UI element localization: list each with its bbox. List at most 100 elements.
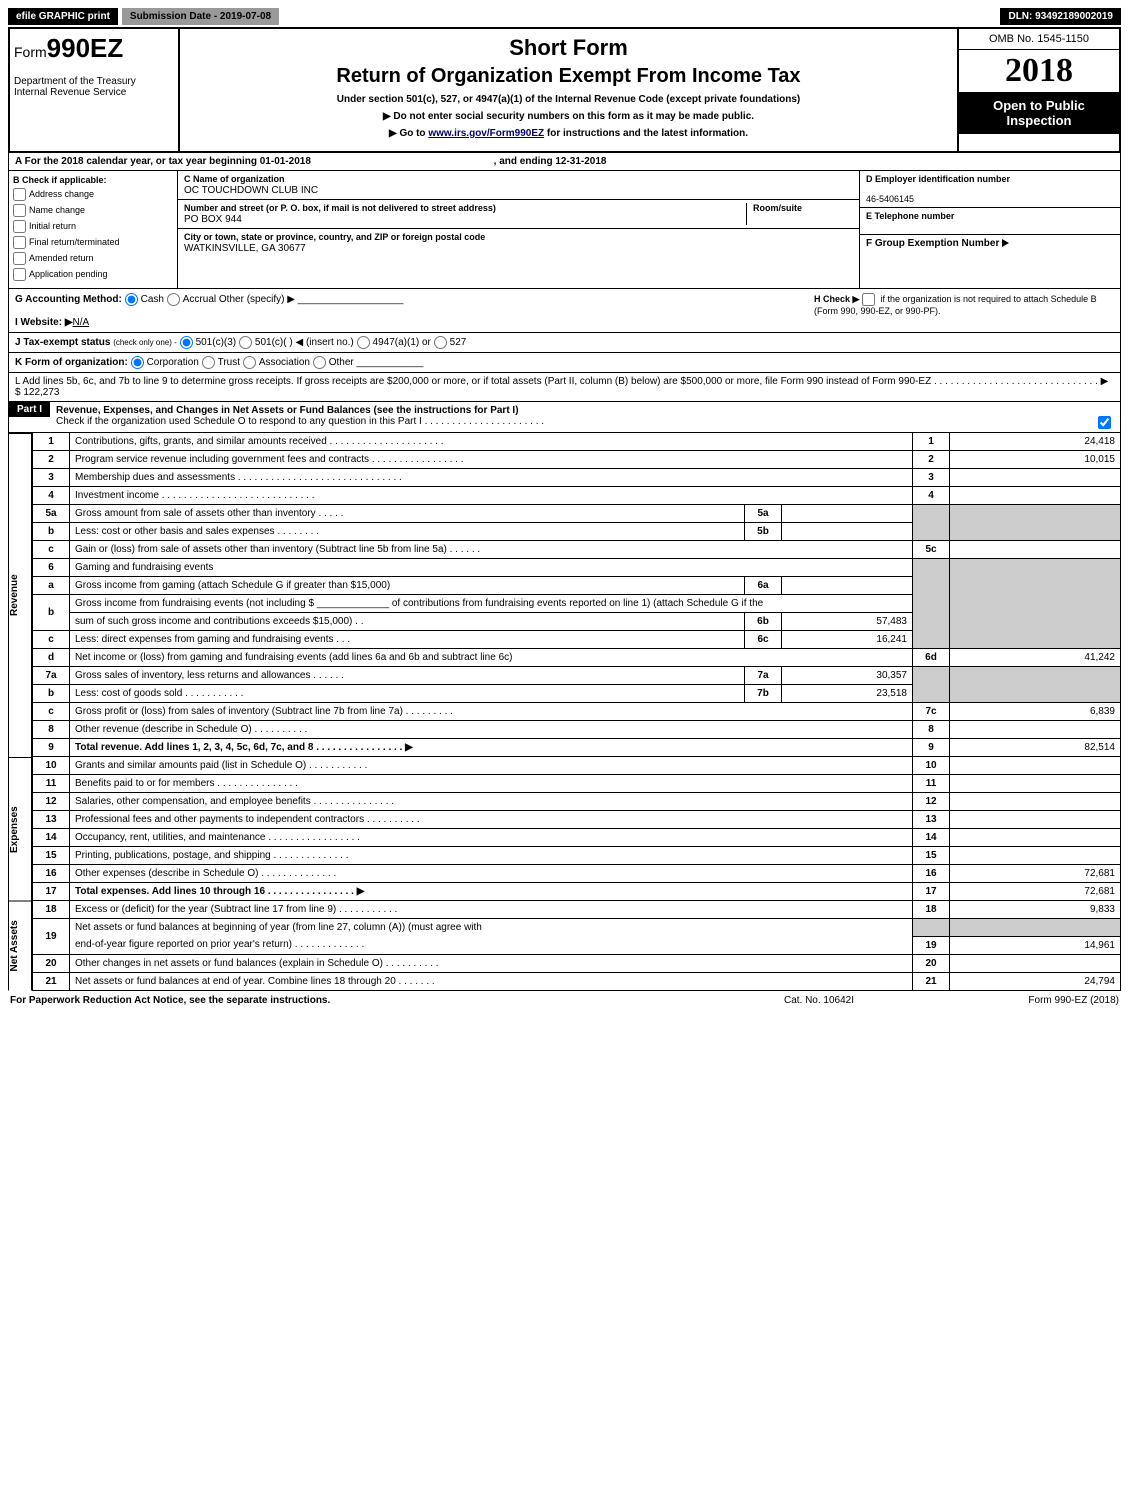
submission-date-label: Submission Date - 2019-07-08 [122,8,279,25]
line-19-desc2: end-of-year figure reported on prior yea… [70,936,913,954]
line-7b-val: 23,518 [782,685,913,703]
check-address-change[interactable]: Address change [13,188,173,201]
line-9-desc: Total revenue. Add lines 1, 2, 3, 4, 5c,… [70,739,913,757]
part-i-label: Part I [9,402,50,417]
line-18-desc: Excess or (deficit) for the year (Subtra… [70,901,913,919]
line-3-desc: Membership dues and assessments . . . . … [70,469,913,487]
j-527[interactable]: 527 [434,337,467,348]
line-6a-desc: Gross income from gaming (attach Schedul… [70,577,745,595]
line-21-amt: 24,794 [950,972,1121,990]
part-i-title: Revenue, Expenses, and Changes in Net As… [56,405,519,416]
line-6b-val: 57,483 [782,613,913,631]
line-16-desc: Other expenses (describe in Schedule O) … [70,865,913,883]
paperwork-notice: For Paperwork Reduction Act Notice, see … [10,995,719,1006]
line-7c-desc: Gross profit or (loss) from sales of inv… [70,703,913,721]
line-7a-desc: Gross sales of inventory, less returns a… [70,667,745,685]
line-1-num: 1 [33,433,70,451]
net-assets-side-label: Net Assets [8,901,32,991]
i-website-label: I Website: ▶ [15,317,73,328]
irs-label: Internal Revenue Service [14,87,174,98]
j-501c3[interactable]: 501(c)(3) [180,337,237,348]
ein-value: 46-5406145 [866,194,914,204]
part-i-check: Check if the organization used Schedule … [56,416,544,427]
dln-label: DLN: 93492189002019 [1000,8,1121,25]
line-6-desc: Gaming and fundraising events [70,559,913,577]
line-7b-desc: Less: cost of goods sold . . . . . . . .… [70,685,745,703]
efile-print-button[interactable]: efile GRAPHIC print [8,8,118,25]
line-9-amt: 82,514 [950,739,1121,757]
line-1-desc: Contributions, gifts, grants, and simila… [70,433,913,451]
line-5a-desc: Gross amount from sale of assets other t… [70,505,745,523]
org-name: OC TOUCHDOWN CLUB INC [184,185,318,196]
line-13-desc: Professional fees and other payments to … [70,811,913,829]
line-20-desc: Other changes in net assets or fund bala… [70,954,913,972]
org-street: PO BOX 944 [184,214,242,225]
g-accounting-label: G Accounting Method: [15,294,122,305]
arrow-icon [1002,239,1009,247]
revenue-side-label: Revenue [8,433,32,757]
schedule-b-checkbox[interactable] [862,293,875,306]
line-2-desc: Program service revenue including govern… [70,451,913,469]
c-city-label: City or town, state or province, country… [184,232,485,242]
row-j: J Tax-exempt status (check only one) - 5… [8,333,1121,353]
c-street-label: Number and street (or P. O. box, if mail… [184,203,496,213]
line-16-amt: 72,681 [950,865,1121,883]
line-17-desc: Total expenses. Add lines 10 through 16 … [70,883,913,901]
k-association[interactable]: Association [243,357,310,368]
line-12-desc: Salaries, other compensation, and employ… [70,793,913,811]
row-a: A For the 2018 calendar year, or tax yea… [8,153,1121,171]
line-4-desc: Investment income . . . . . . . . . . . … [70,487,913,505]
line-2-amt: 10,015 [950,451,1121,469]
website-value: N/A [73,317,90,328]
line-6d-amt: 41,242 [950,649,1121,667]
line-8-desc: Other revenue (describe in Schedule O) .… [70,721,913,739]
check-initial-return[interactable]: Initial return [13,220,173,233]
line-14-desc: Occupancy, rent, utilities, and maintena… [70,829,913,847]
line-5b-desc: Less: cost or other basis and sales expe… [70,523,745,541]
line-11-desc: Benefits paid to or for members . . . . … [70,775,913,793]
form-number: Form990EZ [14,33,174,64]
line-19-desc: Net assets or fund balances at beginning… [70,919,913,937]
f-group-label: F Group Exemption Number [866,238,999,249]
cat-no: Cat. No. 10642I [719,995,919,1006]
check-name-change[interactable]: Name change [13,204,173,217]
expenses-side-label: Expenses [8,757,32,901]
check-final-return[interactable]: Final return/terminated [13,236,173,249]
radio-accrual[interactable]: Accrual [167,294,216,305]
line-6d-desc: Net income or (loss) from gaming and fun… [70,649,913,667]
ssn-warning: ▶ Do not enter social security numbers o… [186,111,951,122]
line-1-amt: 24,418 [950,433,1121,451]
room-suite-label: Room/suite [753,203,802,213]
k-trust[interactable]: Trust [202,357,240,368]
e-phone-label: E Telephone number [866,211,954,221]
omb-number: OMB No. 1545-1150 [959,29,1119,50]
tax-year: 2018 [959,50,1119,92]
j-501c[interactable]: 501(c)( ) ◀ (insert no.) [239,337,354,348]
schedule-o-checkbox[interactable] [1098,416,1111,429]
line-15-desc: Printing, publications, postage, and shi… [70,847,913,865]
check-application-pending[interactable]: Application pending [13,268,173,281]
short-form-title: Short Form [186,35,951,61]
line-6b-desc2: sum of such gross income and contributio… [70,613,745,631]
form-ref: Form 990-EZ (2018) [919,995,1119,1006]
radio-cash[interactable]: Cash [125,294,164,305]
line-7a-val: 30,357 [782,667,913,685]
k-corporation[interactable]: Corporation [131,357,199,368]
open-to-public: Open to PublicInspection [959,92,1119,134]
line-10-desc: Grants and similar amounts paid (list in… [70,757,913,775]
line-17-amt: 72,681 [950,883,1121,901]
org-city: WATKINSVILLE, GA 30677 [184,243,306,254]
line-7c-amt: 6,839 [950,703,1121,721]
row-l: L Add lines 5b, 6c, and 7b to line 9 to … [8,373,1121,402]
check-amended-return[interactable]: Amended return [13,252,173,265]
line-19-amt: 14,961 [950,936,1121,954]
dept-treasury: Department of the Treasury [14,76,174,87]
irs-link[interactable]: www.irs.gov/Form990EZ [428,128,544,139]
row-k: K Form of organization: Corporation Trus… [8,353,1121,373]
j-4947[interactable]: 4947(a)(1) or [357,337,431,348]
other-specify: Other (specify) ▶ [219,294,295,305]
k-other[interactable]: Other [313,357,354,368]
d-ein-label: D Employer identification number [866,174,1010,184]
line-6c-val: 16,241 [782,631,913,649]
line-18-amt: 9,833 [950,901,1121,919]
